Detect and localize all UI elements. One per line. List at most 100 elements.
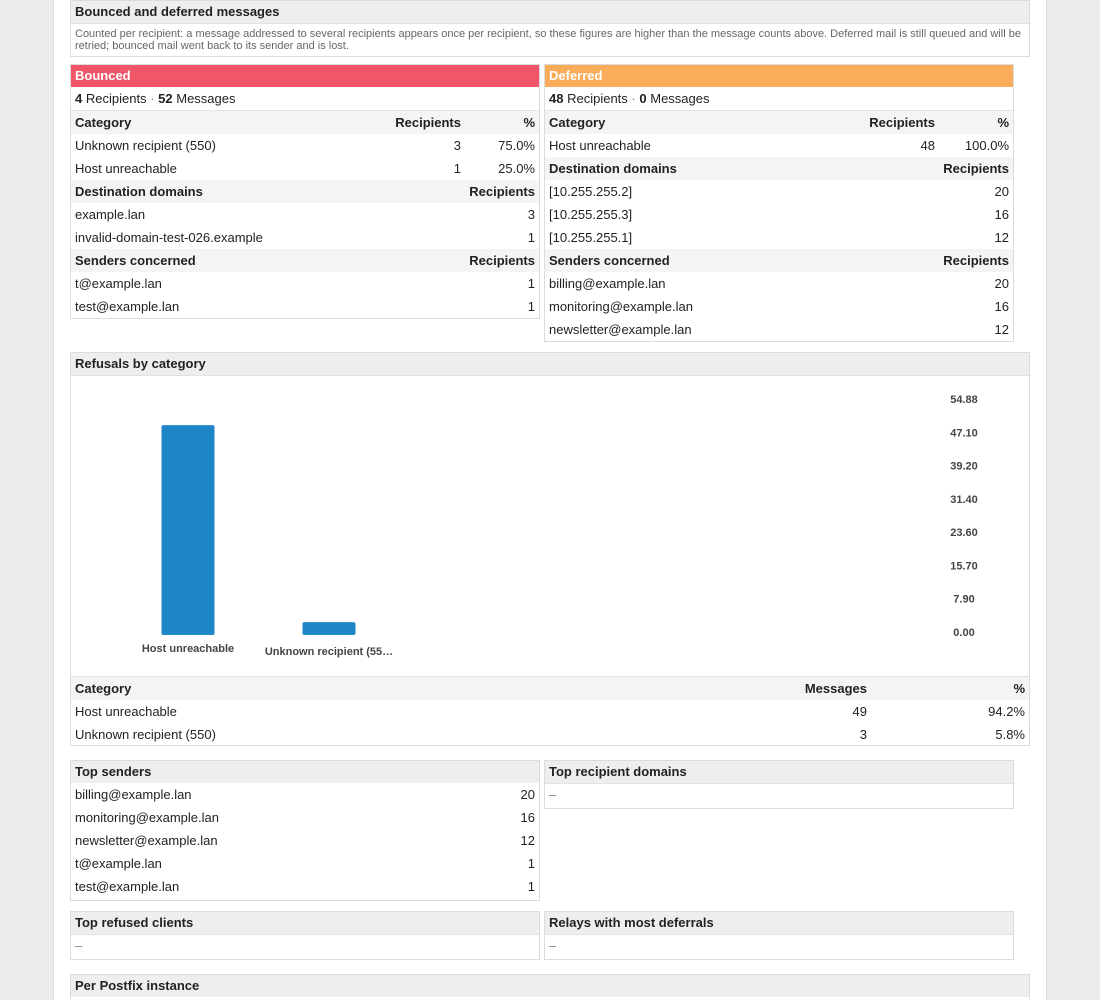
- refusal-row: Unknown recipient (550) 3 5.8%: [71, 723, 1029, 746]
- senders-header-row: Senders concerned Recipients: [71, 249, 539, 272]
- category-pct: 100.0%: [964, 138, 1009, 153]
- sender-recipients: 20: [994, 276, 1009, 291]
- refusals-title: Refusals by category: [71, 353, 1029, 375]
- refusals-bar-chart: Host unreachable Unknown recipient (55… 54…: [142, 394, 978, 658]
- x-tick-label: Unknown recipient (55…: [265, 646, 393, 658]
- category-header-row: Category Recipients%: [545, 111, 1013, 134]
- sender-email: monitoring@example.lan: [549, 299, 693, 314]
- bounced-panel: Bounced 4 Recipients · 52 Messages Categ…: [70, 64, 540, 319]
- deferred-messages-count: 0: [639, 91, 647, 106]
- category-recipients: 48: [920, 138, 935, 153]
- per-instance-panel: Per Postfix instance: [70, 974, 1030, 1000]
- y-tick-label: 23.60: [950, 527, 978, 539]
- domain-row: [10.255.255.1] 12: [545, 226, 1013, 249]
- col-recipients: Recipients: [465, 249, 539, 272]
- refusal-pct: 94.2%: [988, 704, 1025, 719]
- top-refused-clients-panel: Top refused clients –: [70, 911, 540, 960]
- bounced-messages-count: 52: [158, 91, 173, 106]
- sender-email: test@example.lan: [75, 879, 180, 894]
- category-row: Host unreachable 1 25.0%: [71, 157, 539, 180]
- domain-recipients: 16: [994, 207, 1009, 222]
- bounced-table: Category Recipients% Unknown recipient (55…: [71, 111, 539, 318]
- sender-recipients: 1: [527, 276, 535, 291]
- section-title: Bounced and deferred messages: [71, 1, 1029, 23]
- category-name: Host unreachable: [549, 138, 651, 153]
- separator: ·: [631, 91, 636, 106]
- col-messages: Messages: [614, 677, 871, 700]
- section-note: Counted per recipient: a message address…: [71, 23, 1029, 55]
- x-tick-label: Host unreachable: [142, 643, 234, 655]
- col-senders-concerned: Senders concerned: [545, 249, 939, 272]
- sender-email: newsletter@example.lan: [549, 322, 692, 337]
- relays-deferrals-panel: Relays with most deferrals –: [544, 911, 1014, 960]
- deferred-table: Category Recipients% Host unreachable 48 100…: [545, 111, 1013, 341]
- col-senders-concerned: Senders concerned: [71, 249, 465, 272]
- col-category: Category: [545, 111, 781, 134]
- messages-label: Messages: [650, 91, 710, 106]
- sender-email: monitoring@example.lan: [75, 810, 219, 825]
- col-destination-domains: Destination domains: [545, 157, 939, 180]
- refusal-row: Host unreachable 49 94.2%: [71, 700, 1029, 723]
- y-tick-label: 0.00: [953, 627, 974, 639]
- category-row: Host unreachable 48 100.0%: [545, 134, 1013, 157]
- separator: ·: [150, 91, 155, 106]
- domain-recipients: 1: [527, 230, 535, 245]
- col-recipients: Recipients: [334, 111, 465, 134]
- top-senders-title: Top senders: [71, 761, 539, 783]
- category-header-row: Category Recipients%: [71, 111, 539, 134]
- deferred-recipients-count: 48: [549, 91, 564, 106]
- sender-row: test@example.lan 1: [71, 295, 539, 318]
- sender-count: 20: [520, 787, 535, 802]
- bounced-deferred-section: Bounced and deferred messages Counted pe…: [70, 0, 1030, 57]
- col-pct: %: [939, 111, 1013, 134]
- refusals-table: Category Messages % Host unreachable 49 94…: [71, 677, 1029, 746]
- col-recipients: Recipients: [939, 157, 1013, 180]
- deferred-title: Deferred: [545, 65, 1013, 87]
- top-refused-clients-title: Top refused clients: [71, 912, 539, 934]
- category-recipients: 3: [453, 138, 461, 153]
- col-pct: %: [871, 677, 1029, 700]
- category-name: Host unreachable: [75, 161, 177, 176]
- y-tick-label: 47.10: [950, 427, 978, 439]
- empty-placeholder: –: [545, 783, 1013, 806]
- refusals-chart: Host unreachable Unknown recipient (55… 54…: [71, 375, 1029, 677]
- top-sender-row: test@example.lan 1: [71, 875, 539, 898]
- y-tick-label: 15.70: [950, 560, 978, 572]
- top-recipient-domains-title: Top recipient domains: [545, 761, 1013, 783]
- col-pct: %: [465, 111, 539, 134]
- domain-row: invalid-domain-test-026.example 1: [71, 226, 539, 249]
- sender-row: newsletter@example.lan 12: [545, 318, 1013, 341]
- deferred-summary: 48 Recipients · 0 Messages: [545, 87, 1013, 111]
- top-sender-row: t@example.lan 1: [71, 852, 539, 875]
- refusal-messages: 49: [852, 704, 867, 719]
- sender-email: billing@example.lan: [75, 787, 192, 802]
- col-recipients: Recipients: [780, 111, 939, 134]
- bounced-recipients-count: 4: [75, 91, 83, 106]
- domain-name: example.lan: [75, 207, 146, 222]
- sender-count: 1: [527, 856, 535, 871]
- bar-1: [302, 622, 356, 635]
- bounced-title: Bounced: [71, 65, 539, 87]
- sender-count: 1: [527, 879, 535, 894]
- category-recipients: 1: [453, 161, 461, 176]
- col-category: Category: [71, 111, 335, 134]
- domain-name: [10.255.255.1]: [549, 230, 633, 245]
- top-sender-row: monitoring@example.lan 16: [71, 806, 539, 829]
- sender-recipients: 12: [994, 322, 1009, 337]
- top-senders-panel: Top senders billing@example.lan 20 monitor…: [70, 760, 540, 901]
- domain-row: [10.255.255.2] 20: [545, 180, 1013, 203]
- top-senders-table: billing@example.lan 20 monitoring@example.…: [71, 783, 539, 898]
- report-page: Bounced and deferred messages Counted pe…: [53, 0, 1047, 1000]
- refusal-category: Unknown recipient (550): [75, 727, 216, 742]
- domain-recipients: 3: [527, 207, 535, 222]
- y-tick-label: 39.20: [950, 461, 978, 473]
- category-pct: 75.0%: [498, 138, 535, 153]
- y-tick-label: 54.88: [950, 394, 978, 406]
- sender-email: newsletter@example.lan: [75, 833, 218, 848]
- bounced-summary: 4 Recipients · 52 Messages: [71, 87, 539, 111]
- col-category: Category: [71, 677, 615, 700]
- domain-name: invalid-domain-test-026.example: [75, 230, 263, 245]
- sender-count: 16: [520, 810, 535, 825]
- top-recipient-domains-panel: Top recipient domains –: [544, 760, 1014, 809]
- sender-row: t@example.lan 1: [71, 272, 539, 295]
